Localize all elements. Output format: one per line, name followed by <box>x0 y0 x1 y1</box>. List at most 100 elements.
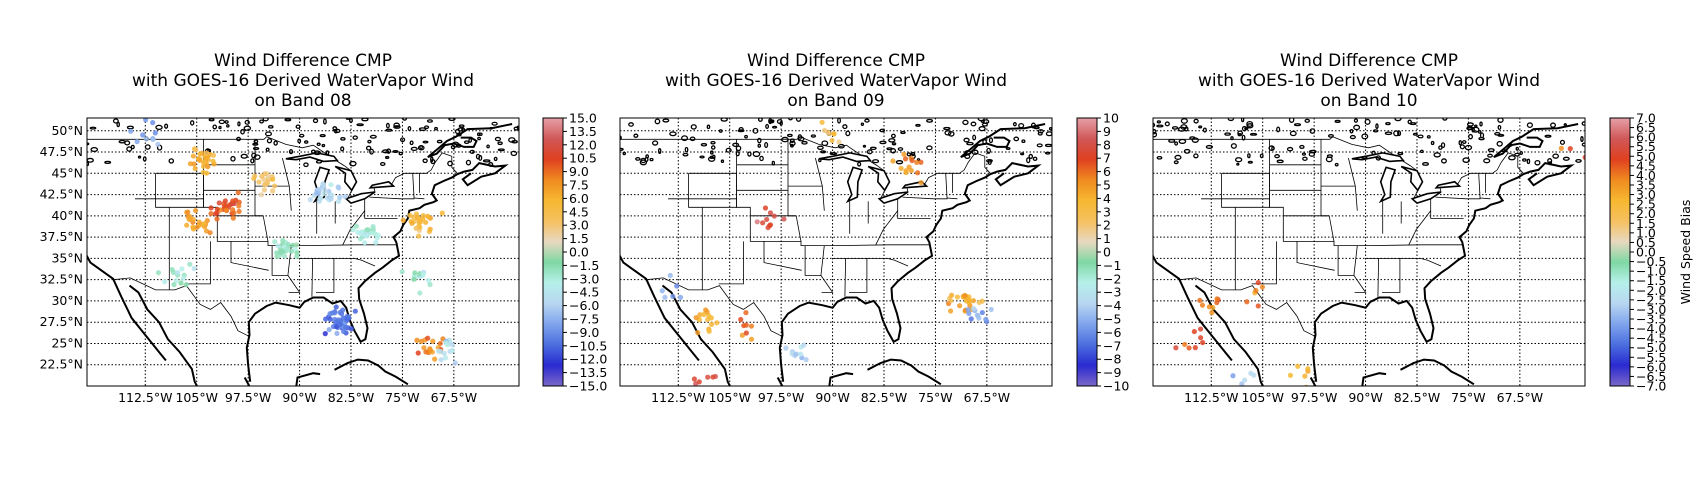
wind-bias-point <box>1191 328 1197 335</box>
lon-tick-label: 75°W <box>385 390 420 405</box>
state-border <box>369 173 415 200</box>
lake-outline <box>810 134 817 138</box>
state-border <box>832 257 909 267</box>
wind-bias-point <box>373 239 379 246</box>
wind-bias-point <box>764 216 770 223</box>
wind-bias-point <box>971 305 977 312</box>
lake-outline <box>1309 128 1316 134</box>
lake-outline <box>842 124 848 130</box>
colorbar-tick-label: 5.0 <box>1636 149 1656 164</box>
colorbar-tick-label: 6 <box>1103 164 1111 179</box>
wind-bias-point <box>908 167 914 174</box>
wind-bias-point <box>307 197 313 203</box>
colorbar-tick-label: −10.5 <box>569 338 607 353</box>
wind-bias-point <box>1242 377 1248 383</box>
lake-outline <box>1407 119 1412 125</box>
lake-outline <box>725 147 732 153</box>
wind-bias-point <box>223 203 230 209</box>
lake-outline <box>710 145 716 150</box>
wind-bias-point <box>798 351 804 357</box>
lake-outline <box>430 158 436 165</box>
state-border <box>1328 215 1335 242</box>
lake-outline <box>288 149 294 155</box>
lake-outline <box>879 128 886 133</box>
wind-bias-point <box>1582 154 1585 160</box>
lake-outline <box>735 145 742 152</box>
lake-outline <box>454 128 461 135</box>
state-border <box>185 241 211 285</box>
colorbar-tick-label: −9 <box>1103 365 1121 380</box>
lake-outline <box>1394 118 1402 122</box>
lake-outline <box>781 136 789 143</box>
wind-bias-point <box>170 269 177 275</box>
wind-bias-point <box>1248 370 1254 376</box>
lake-outline <box>759 155 764 162</box>
lake-outline <box>926 145 933 151</box>
lon-tick-label: 112.5°W <box>651 390 705 405</box>
state-border <box>342 210 366 245</box>
lake-outline <box>1299 144 1305 149</box>
wind-bias-point <box>918 159 924 165</box>
lake-outline <box>1526 122 1534 128</box>
wind-bias-point <box>909 157 915 164</box>
lake-outline <box>1353 124 1361 131</box>
lake-outline <box>1412 132 1418 136</box>
wind-bias-point <box>272 239 278 245</box>
wind-bias-point <box>1255 303 1261 309</box>
lake-outline <box>837 143 845 149</box>
wind-bias-point <box>204 150 210 156</box>
lake-outline <box>494 136 502 142</box>
lake-outline <box>818 158 822 163</box>
lat-tick-label: 37.5°N <box>40 229 83 244</box>
lake-outline <box>379 161 386 167</box>
wind-bias-point <box>236 208 242 215</box>
wind-bias-point <box>417 224 423 231</box>
great-lake-outline <box>818 152 872 163</box>
coastline <box>776 372 854 386</box>
wind-bias-point <box>175 269 181 276</box>
colorbar-tick-label: 10.5 <box>569 151 597 166</box>
wind-bias-point <box>1197 326 1204 332</box>
wind-bias-point <box>328 182 334 188</box>
wind-bias-point <box>947 308 954 314</box>
lake-outline <box>400 137 406 143</box>
lon-tick-label: 82.5°W <box>1394 390 1440 405</box>
coastline <box>620 254 700 362</box>
great-lake-outline <box>334 165 358 192</box>
wind-bias-point <box>706 328 712 334</box>
lake-outline <box>1026 157 1031 164</box>
lake-outline <box>1302 156 1308 162</box>
wind-bias-point <box>352 308 358 314</box>
lake-outline <box>316 142 321 147</box>
wind-bias-point <box>214 216 220 222</box>
wind-bias-point <box>230 198 236 204</box>
lake-outline <box>1168 138 1176 143</box>
wind-bias-point <box>337 322 343 328</box>
lake-outline <box>1193 118 1199 124</box>
state-border <box>230 241 269 271</box>
wind-bias-point <box>914 170 921 176</box>
lake-outline <box>321 143 326 148</box>
wind-bias-point <box>128 128 134 134</box>
coastline <box>128 284 199 386</box>
colorbar-tick-label: 10 <box>1103 111 1119 126</box>
lake-outline <box>1496 140 1503 147</box>
lake-outline <box>208 118 215 122</box>
colorbar-tick-label: −7.5 <box>569 312 599 327</box>
lake-outline <box>900 130 906 135</box>
lake-outline <box>262 118 269 122</box>
wind-bias-point <box>375 232 381 238</box>
lake-outline <box>497 141 503 146</box>
panel-title-line: Wind Difference CMP <box>214 51 392 71</box>
lake-outline <box>795 118 802 122</box>
lake-outline <box>1581 142 1585 147</box>
wind-bias-point <box>957 303 963 309</box>
lake-outline <box>669 131 677 137</box>
wind-bias-point <box>208 211 214 217</box>
lake-outline <box>888 138 896 143</box>
lake-outline <box>786 133 793 138</box>
wind-bias-point <box>970 298 977 304</box>
wind-bias-point <box>340 328 347 335</box>
lake-outline <box>797 134 803 140</box>
lake-outline <box>230 155 236 162</box>
